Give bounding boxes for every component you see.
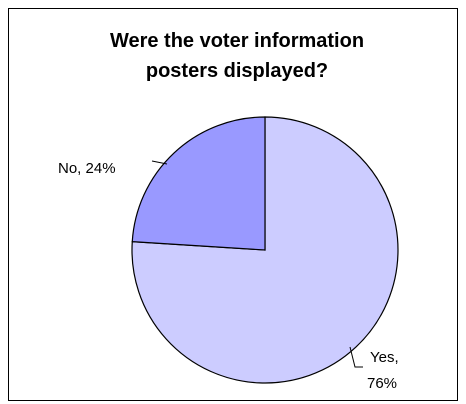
pie-plot xyxy=(131,116,399,384)
slice-label-yes-line-1: Yes, xyxy=(370,349,399,366)
slice-label-yes-line-2: 76% xyxy=(367,375,397,392)
chart-title-line-2: posters displayed? xyxy=(146,60,328,82)
leader-line-no xyxy=(151,160,168,165)
pie-slice-yes xyxy=(131,116,399,384)
chart-title-line-1: Were the voter information xyxy=(110,30,364,52)
pie-slice-no xyxy=(131,116,266,251)
slice-label-no: No, 24% xyxy=(58,160,116,177)
leader-line-yes xyxy=(349,346,363,368)
